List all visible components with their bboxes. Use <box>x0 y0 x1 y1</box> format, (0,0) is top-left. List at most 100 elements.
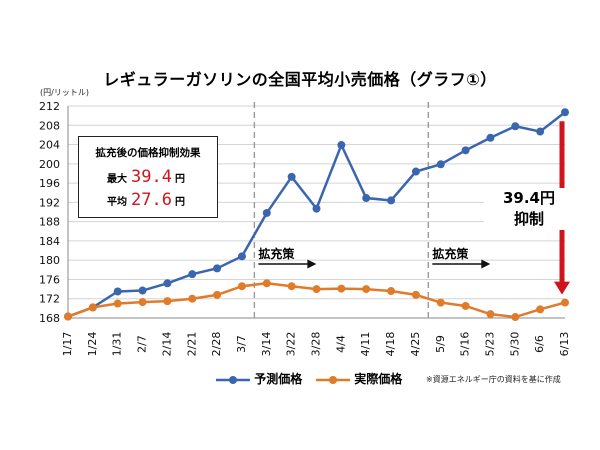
info-box-title: 拡充後の価格抑制効果 <box>95 147 201 159</box>
info-box: 拡充後の価格抑制効果 最大 39.4 円 平均 27.6 円 <box>78 136 218 218</box>
x-tick-label: 3/22 <box>285 332 298 357</box>
effect-label-text: 抑制 <box>513 210 544 228</box>
data-point <box>312 204 321 213</box>
data-point <box>337 284 346 293</box>
legend-forecast: 予測価格 <box>216 370 302 387</box>
info-max-unit: 円 <box>174 174 185 185</box>
info-row-max: 最大 39.4 円 <box>107 167 185 187</box>
effect-arrow-head <box>554 281 570 295</box>
data-point <box>138 286 147 295</box>
data-point <box>237 282 246 291</box>
y-tick-label: 212 <box>39 100 60 113</box>
data-point <box>511 122 520 131</box>
x-tick-label: 5/23 <box>483 332 496 357</box>
x-tick-label: 4/11 <box>359 332 372 357</box>
y-tick-label: 196 <box>39 177 60 190</box>
data-point <box>262 279 271 288</box>
policy-arrow-head <box>307 259 317 269</box>
y-tick-label: 188 <box>39 216 60 229</box>
data-point <box>163 279 172 288</box>
data-point <box>387 287 396 296</box>
info-avg-label: 平均 <box>107 197 127 208</box>
y-tick-label: 204 <box>39 139 60 152</box>
policy-annotation: 拡充策 <box>258 246 295 261</box>
x-tick-label: 1/24 <box>86 332 99 357</box>
y-tick-label: 192 <box>39 196 60 209</box>
data-point <box>287 282 296 291</box>
info-max-value: 39.4 <box>131 167 172 187</box>
data-point <box>287 172 296 181</box>
data-point <box>237 252 246 261</box>
legend-actual: 実際価格 <box>316 370 402 387</box>
data-point <box>436 298 445 307</box>
x-tick-label: 4/18 <box>384 332 397 357</box>
data-point <box>113 287 122 296</box>
data-point <box>387 196 396 205</box>
data-point <box>362 194 371 203</box>
x-tick-label: 3/14 <box>260 332 273 357</box>
policy-arrow-head <box>481 259 491 269</box>
data-point <box>461 146 470 155</box>
effect-label-amount: 39.4円 <box>502 189 555 207</box>
x-tick-label: 5/9 <box>434 335 447 353</box>
policy-annotation: 拡充策 <box>432 246 469 261</box>
x-tick-label: 5/30 <box>508 332 521 357</box>
legend-actual-label: 実際価格 <box>354 372 403 386</box>
data-point <box>411 290 420 299</box>
y-tick-label: 172 <box>39 293 60 306</box>
x-tick-label: 1/17 <box>61 332 74 357</box>
data-point <box>362 285 371 294</box>
data-point <box>536 127 545 136</box>
data-point <box>461 301 470 310</box>
info-max-label: 最大 <box>107 174 127 185</box>
data-point <box>188 270 197 279</box>
data-point <box>411 167 420 176</box>
info-avg-value: 27.6 <box>131 190 172 210</box>
data-point <box>486 310 495 319</box>
chart-title: レギュラーガソリンの全国平均小売価格（グラフ①） <box>103 70 497 89</box>
source-note: ※資源エネルギー庁の資料を基に作成 <box>426 375 561 384</box>
x-tick-label: 2/21 <box>185 332 198 357</box>
data-point <box>188 294 197 303</box>
y-tick-label: 200 <box>39 158 60 171</box>
y-unit-label: (円/リットル) <box>40 88 89 97</box>
data-point <box>88 303 97 312</box>
x-tick-label: 6/13 <box>558 332 571 357</box>
x-tick-label: 4/25 <box>409 332 422 357</box>
y-tick-label: 184 <box>39 235 60 248</box>
data-point <box>213 290 222 299</box>
x-tick-label: 2/28 <box>210 332 223 357</box>
y-tick-label: 176 <box>39 273 60 286</box>
data-point <box>312 285 321 294</box>
data-point <box>138 298 147 307</box>
x-tick-label: 2/14 <box>160 332 173 357</box>
data-point <box>536 305 545 314</box>
y-tick-label: 208 <box>39 119 60 132</box>
x-tick-label: 5/16 <box>459 332 472 357</box>
x-tick-label: 4/4 <box>334 335 347 353</box>
data-point <box>163 297 172 306</box>
y-tick-label: 180 <box>39 254 60 267</box>
data-point <box>561 108 569 117</box>
info-row-avg: 平均 27.6 円 <box>107 190 185 210</box>
data-point <box>486 133 495 142</box>
legend-forecast-label: 予測価格 <box>254 372 303 386</box>
data-point <box>113 299 122 308</box>
data-point <box>436 160 445 169</box>
x-tick-label: 1/31 <box>111 332 124 357</box>
data-point <box>213 264 222 273</box>
x-tick-label: 3/7 <box>235 335 248 353</box>
x-tick-label: 6/6 <box>533 335 546 353</box>
x-tick-label: 3/28 <box>310 332 323 357</box>
data-point <box>337 141 346 150</box>
info-avg-unit: 円 <box>174 197 185 208</box>
legend-forecast-marker <box>216 375 250 384</box>
data-point <box>64 312 72 321</box>
data-point <box>262 208 271 217</box>
data-point <box>511 313 520 322</box>
effect-label: 39.4円 抑制 <box>484 188 574 230</box>
y-tick-label: 168 <box>39 312 60 325</box>
legend-actual-marker <box>316 375 350 384</box>
data-point <box>561 298 569 307</box>
